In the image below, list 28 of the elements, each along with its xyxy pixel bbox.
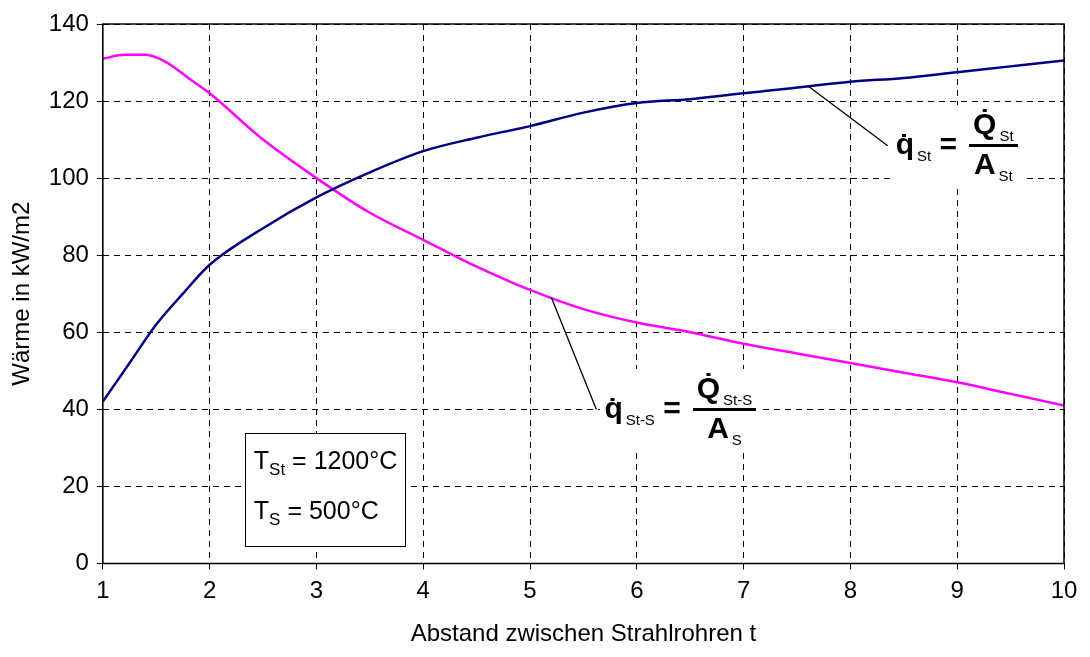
y-tick-label: 140 [48, 8, 89, 36]
annotation: q̇$_{St}$ = [895, 127, 958, 165]
x-tick-label: 6 [630, 576, 644, 604]
annotation: A$_{St}$ [973, 147, 1013, 185]
annotation: Q̇$_{St}$ [969, 107, 1018, 148]
annotation: A$_{S}$ [707, 411, 742, 449]
annotation: T$_{St}$ = 1200°C [253, 445, 398, 482]
y-tick-label: 0 [75, 548, 89, 576]
y-tick-label: 120 [48, 85, 89, 113]
y-tick-label: 100 [48, 162, 89, 190]
x-tick-label: 3 [309, 576, 324, 604]
y-tick-label: 80 [62, 239, 89, 267]
y-tick-label: 60 [62, 316, 89, 344]
x-axis-title: Abstand zwischen Strahlrohren t [410, 619, 757, 647]
x-tick-label: 7 [736, 576, 751, 604]
x-tick-label: 9 [950, 576, 964, 604]
x-tick-label: 5 [523, 576, 537, 604]
x-tick-label: 1 [96, 576, 110, 604]
x-tick-label: 8 [843, 576, 858, 604]
x-tick-label: 10 [1050, 576, 1078, 604]
annotation: q̇$_{St-S}$ = [604, 391, 681, 429]
x-tick-label: 2 [202, 576, 217, 604]
annotation: T$_{S}$ = 500°C [253, 495, 380, 532]
annotation: Q̇$_{St-S}$ [692, 371, 757, 412]
y-tick-label: 20 [62, 470, 89, 498]
y-tick-label: 40 [62, 393, 89, 421]
y-axis-title: Wärme in kW/m2 [7, 201, 35, 386]
x-tick-label: 4 [416, 576, 430, 604]
